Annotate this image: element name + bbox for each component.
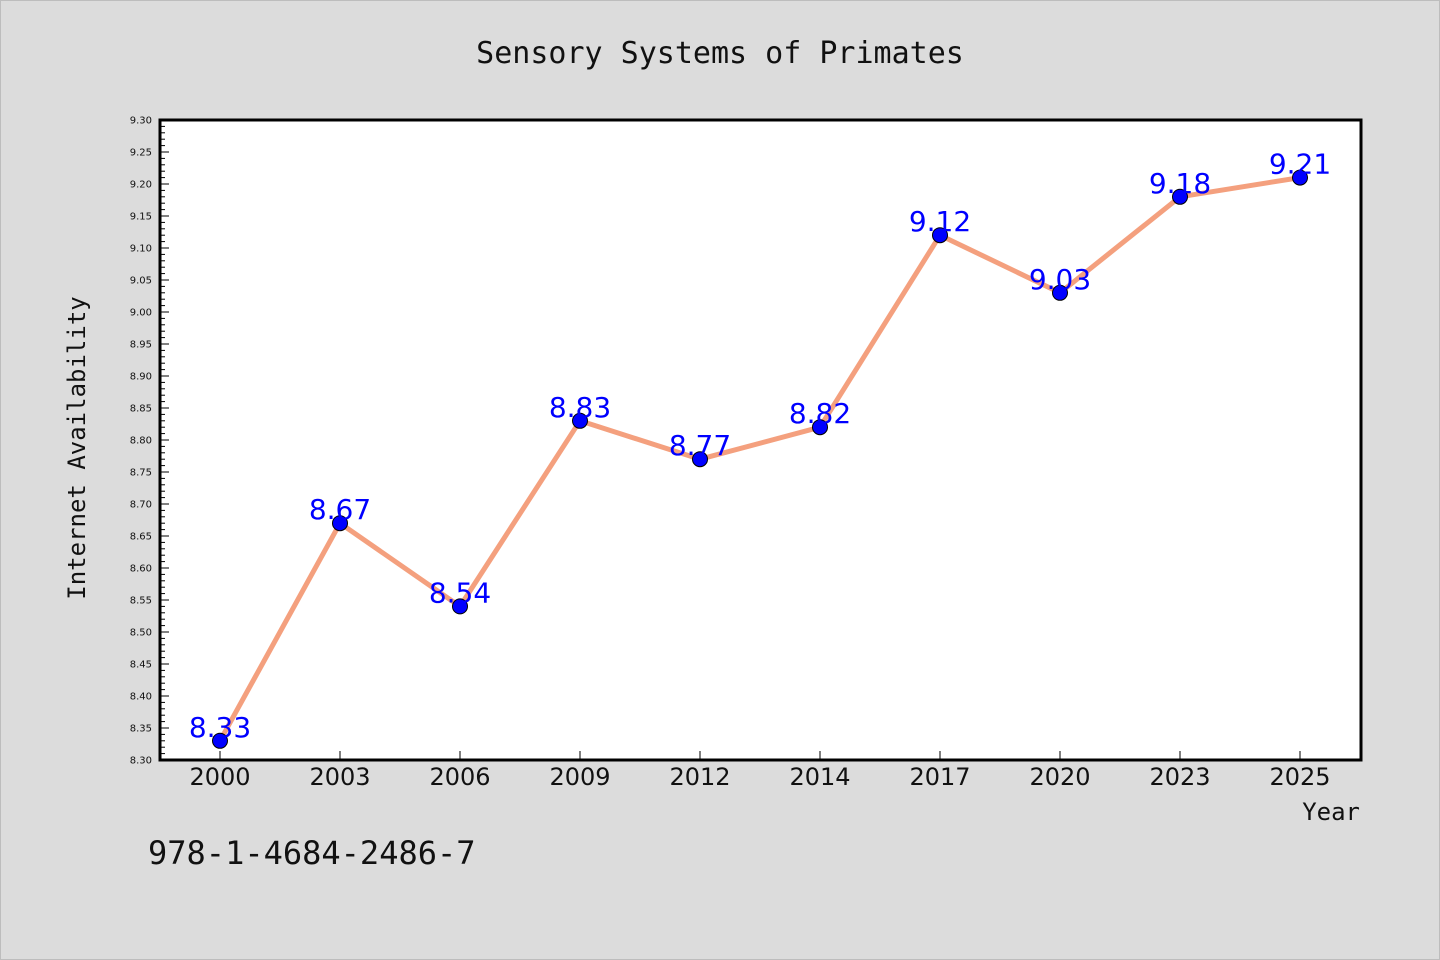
y-tick-label: 9.20 [130, 180, 152, 191]
y-tick-label: 8.90 [130, 372, 152, 383]
x-tick-label: 2006 [429, 763, 490, 791]
data-point [1292, 169, 1308, 186]
x-axis-ticks: 2000 2003 2006 2009 2012 2014 2017 2020 2023 2025 [189, 751, 1331, 791]
data-label: 9.21 [1269, 148, 1331, 181]
y-tick-label: 8.40 [130, 692, 152, 703]
x-tick-label: 2023 [1149, 763, 1210, 791]
data-point [1052, 284, 1068, 301]
data-label: 8.33 [189, 711, 251, 744]
y-tick-label: 8.50 [130, 628, 152, 639]
y-tick-label: 8.75 [130, 468, 152, 479]
plot-area [160, 120, 1361, 760]
data-label: 8.67 [309, 493, 371, 526]
x-tick-label: 2017 [909, 763, 970, 791]
data-label: 9.18 [1149, 167, 1211, 200]
y-tick-label: 8.80 [130, 436, 152, 447]
data-label: 8.82 [789, 397, 851, 430]
data-label: 8.83 [549, 391, 611, 424]
data-point [332, 515, 348, 532]
x-tick-label: 2000 [189, 763, 250, 791]
data-point [932, 227, 948, 244]
y-axis-label: Internet Availability [63, 296, 91, 599]
data-point [452, 598, 468, 615]
x-tick-label: 2020 [1029, 763, 1090, 791]
data-point [572, 412, 588, 429]
y-tick-label: 9.15 [130, 212, 152, 223]
plot-border [158, 118, 1363, 762]
y-tick-label: 9.05 [130, 276, 152, 287]
data-point [692, 451, 708, 468]
isbn-text: 978-1-4684-2486-7 [148, 834, 476, 872]
y-tick-label: 9.25 [130, 148, 152, 159]
data-label: 8.77 [669, 429, 731, 462]
x-tick-label: 2009 [549, 763, 610, 791]
data-label: 8.54 [429, 576, 491, 609]
y-tick-label: 8.60 [130, 564, 152, 575]
y-tick-label: 8.35 [130, 724, 152, 735]
y-tick-label: 8.65 [130, 532, 152, 543]
y-tick-label: 8.45 [130, 660, 152, 671]
x-axis-label: Year [1302, 798, 1360, 826]
data-label: 9.12 [909, 205, 971, 238]
chart-title: Sensory Systems of Primates [476, 36, 964, 71]
data-point [1172, 188, 1188, 205]
y-tick-label: 9.00 [130, 308, 152, 319]
y-tick-label: 8.70 [130, 500, 152, 511]
y-tick-label: 9.10 [130, 244, 152, 255]
y-tick-label: 8.85 [130, 404, 152, 415]
y-tick-label: 8.95 [130, 340, 152, 351]
y-tick-label: 9.30 [130, 116, 152, 127]
data-labels: 8.33 8.67 8.54 8.83 8.77 8.82 9.12 9.03 9.18 9.21 [189, 148, 1331, 744]
data-point [212, 732, 228, 749]
x-tick-label: 2025 [1269, 763, 1330, 791]
y-tick-label: 8.30 [130, 756, 152, 767]
x-tick-label: 2003 [309, 763, 370, 791]
x-tick-label: 2012 [669, 763, 730, 791]
series-markers [212, 169, 1308, 749]
data-label: 9.03 [1029, 263, 1091, 296]
data-point [812, 419, 828, 436]
y-tick-label: 8.55 [130, 596, 152, 607]
series-line [217, 175, 1303, 744]
x-tick-label: 2014 [789, 763, 850, 791]
